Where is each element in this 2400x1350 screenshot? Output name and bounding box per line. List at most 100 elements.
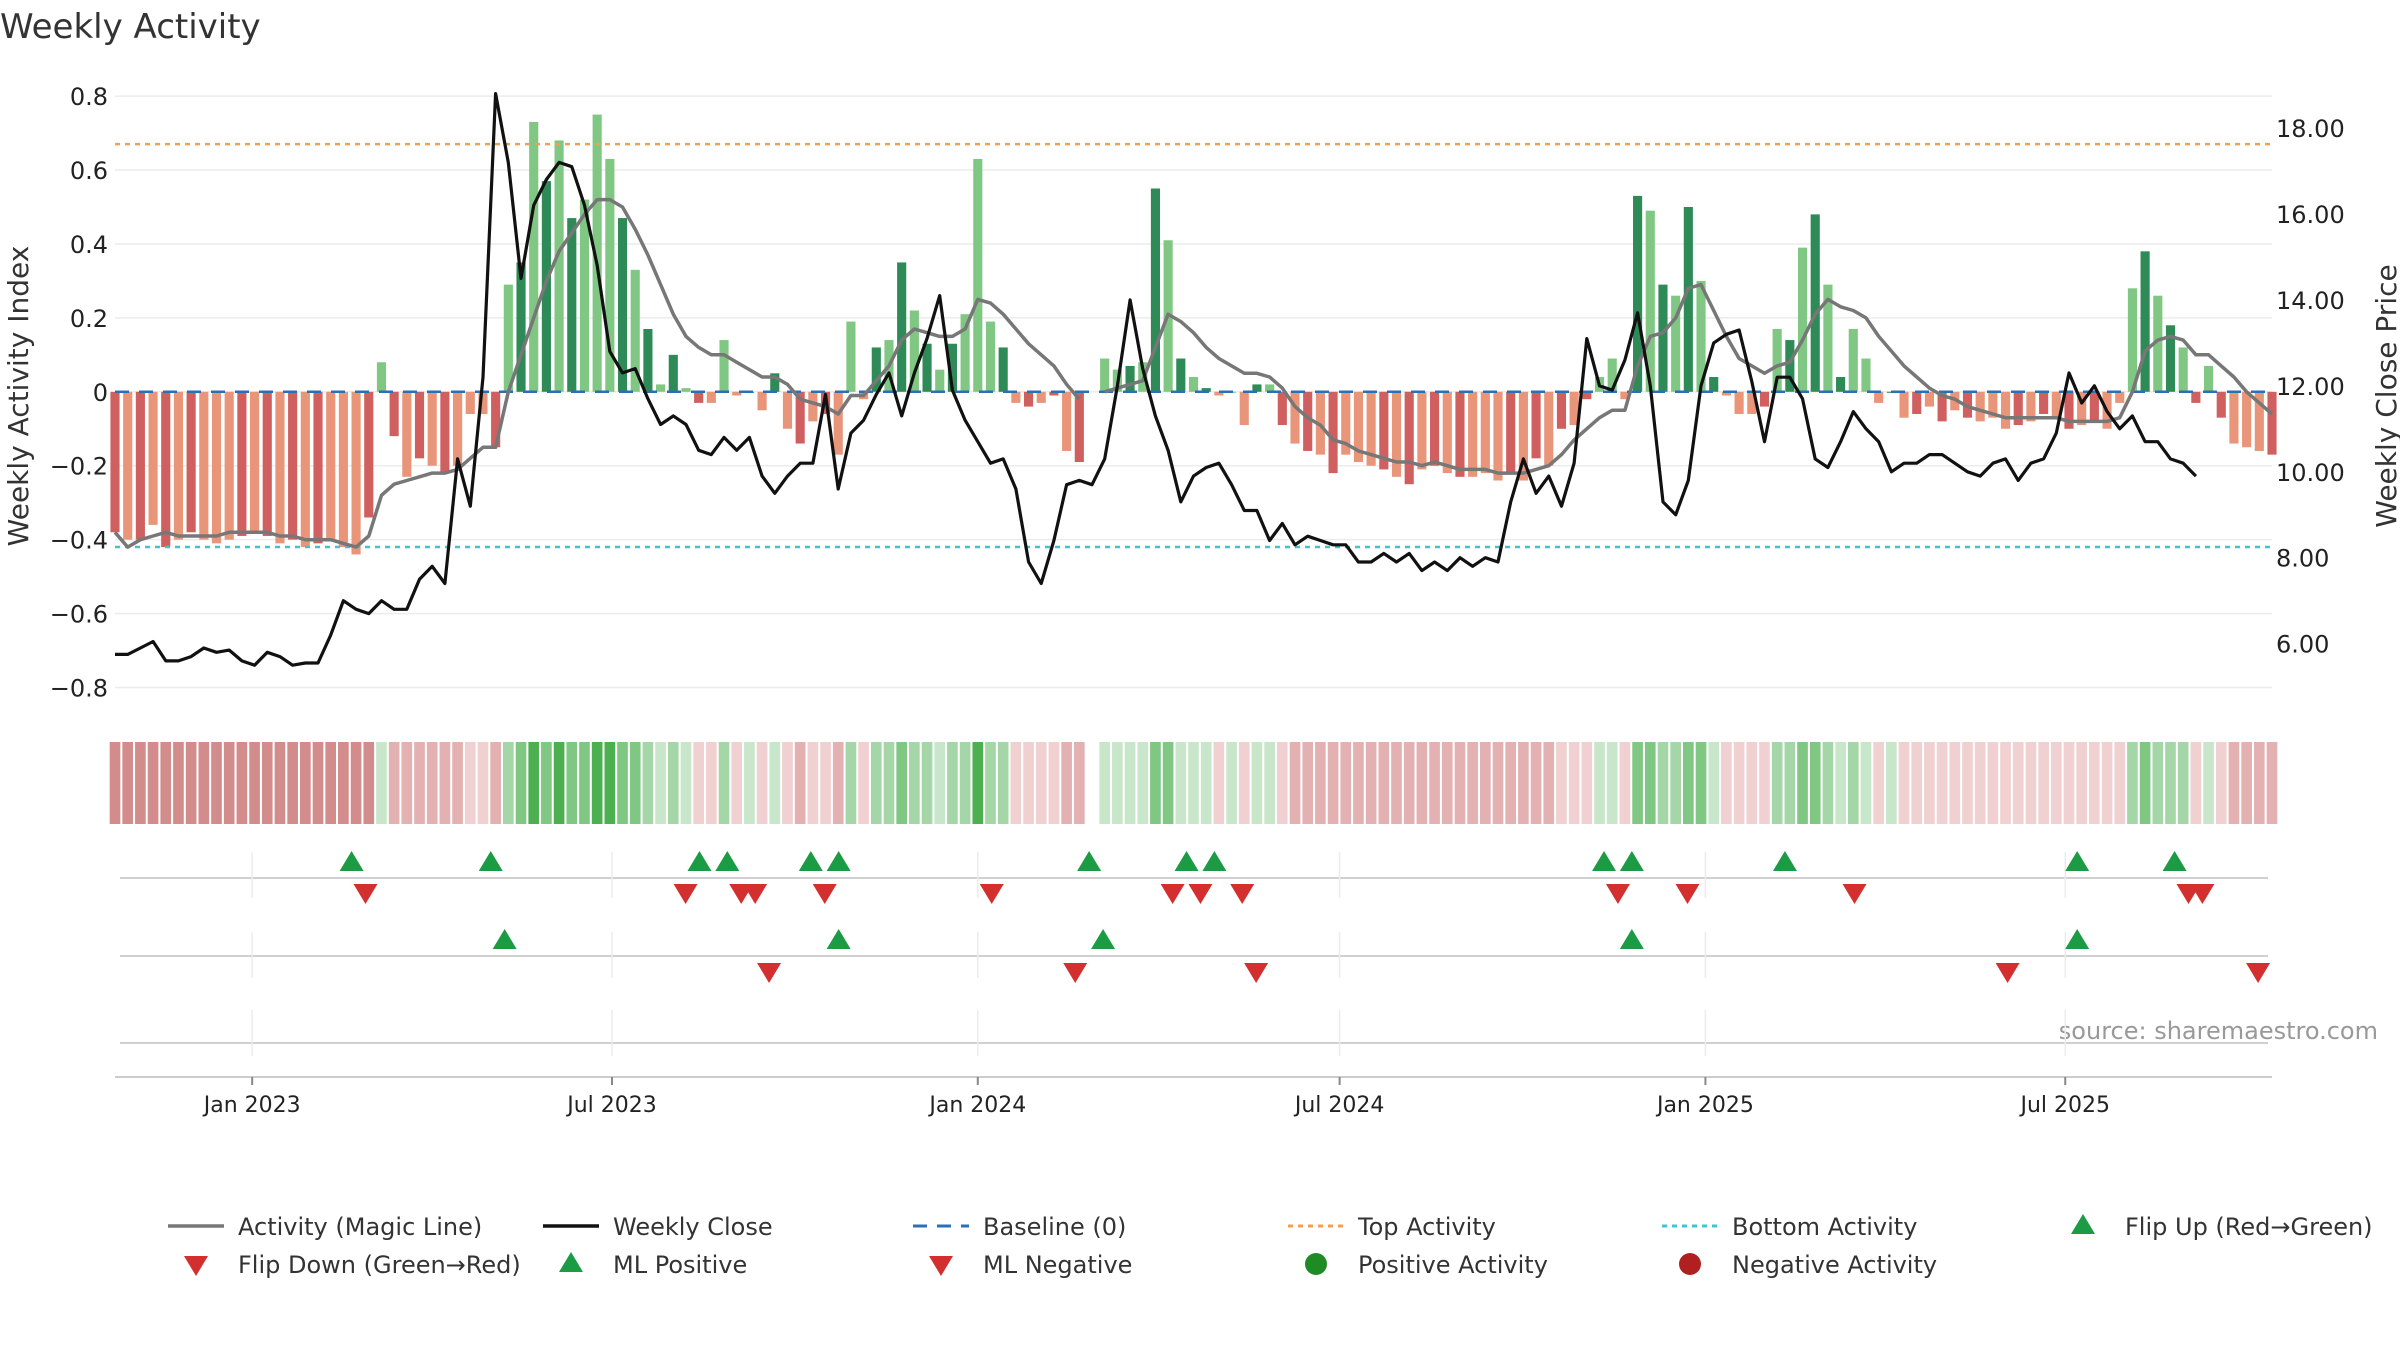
flip-down-marker: [812, 884, 837, 904]
band-cell: [1150, 742, 1161, 824]
band-cell: [1797, 742, 1808, 824]
band-cell: [401, 742, 413, 824]
band-cell: [1962, 742, 1973, 824]
activity-bar: [1404, 391, 1414, 485]
activity-bar: [2089, 391, 2099, 422]
activity-bars: [110, 114, 2277, 555]
activity-bar: [300, 391, 310, 548]
band-cell: [363, 742, 375, 824]
band-cell: [947, 742, 958, 824]
band-cell: [1403, 742, 1415, 824]
band-cell: [503, 742, 514, 824]
activity-bar: [1759, 391, 1770, 407]
activity-bar: [516, 262, 526, 392]
activity-bar: [2216, 391, 2226, 418]
activity-bar: [440, 391, 450, 474]
right-tick-label: 8.00: [2276, 545, 2329, 573]
activity-bar: [808, 391, 818, 422]
band-cell: [1505, 742, 1517, 824]
band-cell: [820, 742, 831, 824]
band-cell: [2127, 742, 2138, 824]
activity-bar: [2039, 391, 2049, 414]
flip-down-marker: [673, 884, 698, 904]
band-cell: [2177, 742, 2189, 824]
band-cell: [718, 742, 730, 824]
activity-bar: [1074, 391, 1084, 463]
activity-bar: [2242, 391, 2252, 448]
activity-bar: [782, 391, 793, 429]
activity-bar: [681, 388, 691, 392]
band-cell: [1264, 742, 1275, 824]
band-cell: [2139, 742, 2151, 824]
band-cell: [1695, 742, 1707, 824]
band-cell: [1251, 742, 1263, 824]
activity-bar: [1252, 384, 1262, 392]
band-cell: [782, 742, 793, 824]
activity-bar: [757, 391, 767, 411]
activity-bar: [453, 391, 463, 466]
activity-bar: [2051, 391, 2061, 418]
band-cell: [680, 742, 692, 824]
band-cell: [2076, 742, 2088, 824]
activity-bar: [1899, 391, 1909, 418]
band-cell: [211, 742, 222, 824]
legend-label: Activity (Magic Line): [238, 1213, 482, 1241]
activity-bar: [1772, 328, 1782, 392]
flip-up-marker: [798, 851, 823, 871]
band-cell: [2038, 742, 2049, 824]
band-cell: [1886, 742, 1897, 824]
x-tick-label: Jan 2023: [202, 1093, 301, 1118]
legend-entry: Top Activity: [1288, 1213, 1496, 1241]
band-cell: [1657, 742, 1669, 824]
activity-bar: [1011, 391, 1021, 403]
activity-bar: [326, 391, 336, 540]
activity-bar: [2013, 391, 2023, 426]
band-cell: [858, 742, 869, 824]
activity-bar: [630, 269, 640, 392]
band-cell: [2025, 742, 2037, 824]
activity-bar: [1214, 391, 1224, 396]
flip-down-marker: [2190, 884, 2215, 904]
activity-bar: [1607, 358, 1617, 392]
legend-label: Weekly Close: [613, 1213, 773, 1241]
activity-bar: [1176, 358, 1186, 392]
activity-bar: [427, 391, 437, 466]
legend-swatch-up: [559, 1252, 583, 1272]
activity-bar: [897, 262, 907, 392]
band-cell: [490, 742, 501, 824]
axes-layer: 0.8 0.6 0.4 0.2 0 −0.2 −0.4 −0.6 −0.8 18.00 16.00 1…: [50, 83, 2345, 1118]
legend-label: ML Negative: [983, 1251, 1132, 1279]
ml-positive-marker: [2065, 929, 2090, 949]
activity-bar: [1442, 391, 1452, 474]
band-cell: [604, 742, 616, 824]
activity-bar: [1353, 391, 1364, 463]
band-cell: [1238, 742, 1250, 824]
activity-bar: [1506, 391, 1516, 474]
activity-bar: [1303, 391, 1313, 451]
right-tick-label: 12.00: [2276, 373, 2345, 401]
activity-bar: [1100, 358, 1110, 392]
band-cell: [896, 742, 907, 824]
activity-bar: [1645, 210, 1655, 392]
band-cell: [1936, 742, 1948, 824]
activity-bar: [909, 310, 919, 392]
band-cell: [655, 742, 666, 824]
legend-label: Top Activity: [1357, 1213, 1496, 1241]
activity-bar: [1747, 391, 1757, 414]
activity-bar: [643, 328, 653, 392]
band-cell: [1911, 742, 1923, 824]
band-cell: [706, 742, 717, 824]
activity-bar: [935, 369, 945, 392]
activity-bar: [414, 391, 425, 459]
activity-bar: [211, 391, 222, 544]
band-cell: [1467, 742, 1478, 824]
activity-bar: [795, 391, 805, 444]
legend-label: Baseline (0): [983, 1213, 1126, 1241]
band-cell: [1086, 742, 1098, 824]
legend: Activity (Magic Line) Weekly Close Baselin…: [168, 1213, 2373, 1279]
legend-entry: ML Negative: [929, 1251, 1132, 1279]
right-tick-label: 16.00: [2276, 201, 2345, 229]
band-cell: [1213, 742, 1225, 824]
activity-bar: [1341, 391, 1351, 455]
